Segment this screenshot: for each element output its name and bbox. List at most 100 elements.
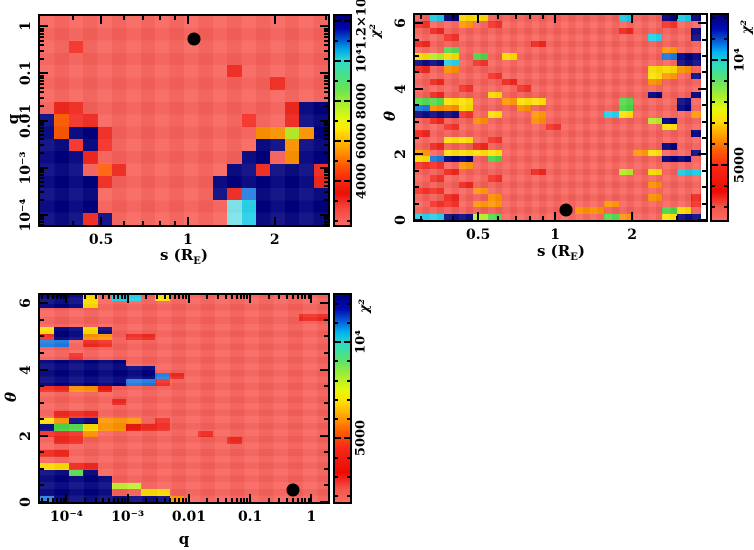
tick [324, 30, 328, 33]
heatmap-cell [299, 327, 314, 334]
tick [347, 379, 350, 382]
heatmap-cell [97, 417, 112, 425]
tick [41, 498, 44, 502]
tick [420, 216, 423, 220]
heatmap-cell [83, 372, 98, 380]
tick [324, 44, 328, 47]
heatmap-cell [415, 72, 430, 80]
heatmap-cell [83, 28, 98, 41]
heatmap-cell [40, 469, 55, 477]
heatmap-cell [662, 72, 677, 80]
heatmap-cell [545, 104, 561, 112]
heatmap-cell [212, 301, 228, 308]
heatmap-cell [68, 65, 84, 78]
tick [163, 295, 166, 299]
heatmap-cell [241, 327, 256, 334]
heatmap-cell [40, 456, 55, 464]
heatmap-cell [241, 482, 256, 490]
heatmap-cell [97, 359, 112, 367]
heatmap-cell [458, 213, 474, 220]
heatmap-cell [54, 333, 69, 341]
heatmap-cell [83, 307, 98, 315]
heatmap-cell [212, 385, 228, 393]
heatmap-cell [458, 207, 474, 214]
x-axis-title: q [179, 530, 190, 548]
tick [83, 498, 86, 502]
heatmap-cell [545, 143, 561, 150]
heatmap-cell [531, 40, 546, 48]
tick [477, 15, 480, 23]
heatmap-cell [313, 404, 328, 412]
heatmap-cell [169, 163, 184, 176]
heatmap-cell [83, 114, 98, 127]
heatmap-cell [227, 385, 242, 393]
heatmap-cell [97, 175, 112, 189]
heatmap-cell [111, 28, 127, 41]
heatmap-cell [429, 143, 445, 150]
heatmap-cell [183, 353, 199, 360]
heatmap-cell [40, 40, 55, 53]
tick [712, 101, 715, 104]
heatmap-cell [604, 168, 619, 176]
heatmap-cell [313, 295, 328, 302]
tick [239, 498, 242, 502]
heatmap-cell [54, 200, 69, 213]
heatmap-cell [429, 213, 445, 220]
heatmap-cell [662, 187, 677, 195]
heatmap-cell [575, 155, 590, 163]
heatmap-cell [255, 495, 271, 502]
heatmap-cell [313, 424, 328, 431]
heatmap-cell [97, 372, 112, 380]
heatmap-cell [531, 21, 546, 28]
heatmap-cell [241, 52, 256, 66]
heatmap-cell [227, 437, 242, 444]
heatmap-cell [169, 424, 184, 431]
heatmap-cell [487, 155, 503, 163]
tick [246, 498, 249, 502]
tick [324, 39, 328, 42]
heatmap-cell [140, 320, 156, 328]
heatmap-cell [40, 372, 55, 380]
heatmap-cell [458, 149, 474, 156]
tick [100, 16, 103, 20]
heatmap-cell [284, 385, 300, 393]
tick [324, 129, 328, 132]
tick [724, 122, 727, 125]
heatmap-cell [111, 482, 127, 490]
heatmap-cell [270, 392, 285, 399]
heatmap-cell [155, 307, 170, 315]
heatmap-cell [313, 333, 328, 341]
heatmap-cell [97, 379, 112, 386]
tick [278, 295, 281, 299]
heatmap-cell [429, 91, 445, 99]
heatmap-cell [415, 66, 430, 73]
heatmap-cell [444, 66, 459, 73]
heatmap-cell [502, 47, 517, 54]
heatmap-cell [227, 469, 242, 477]
heatmap-cell [575, 149, 590, 156]
heatmap-cell [502, 200, 517, 208]
tick [155, 498, 158, 502]
heatmap-cell [633, 130, 648, 137]
heatmap-cell [458, 21, 474, 28]
tick [40, 168, 44, 171]
heatmap-cell [473, 72, 488, 80]
heatmap-cell [516, 53, 532, 60]
heatmap-cell [299, 52, 314, 66]
heatmap-cell [487, 21, 503, 28]
heatmap-cell [589, 66, 605, 73]
tick [344, 60, 350, 62]
heatmap-cell [227, 28, 242, 41]
heatmap-cell [662, 155, 677, 163]
heatmap-cell [560, 194, 576, 201]
heatmap-cell [415, 149, 430, 156]
tick [102, 295, 105, 299]
tick [249, 295, 252, 303]
heatmap-cell [183, 385, 199, 393]
heatmap-cell [54, 16, 69, 29]
heatmap-cell [198, 188, 213, 201]
heatmap-cell [54, 327, 69, 334]
heatmap-cell [68, 314, 84, 321]
tick [344, 140, 350, 142]
heatmap-cell [198, 392, 213, 399]
